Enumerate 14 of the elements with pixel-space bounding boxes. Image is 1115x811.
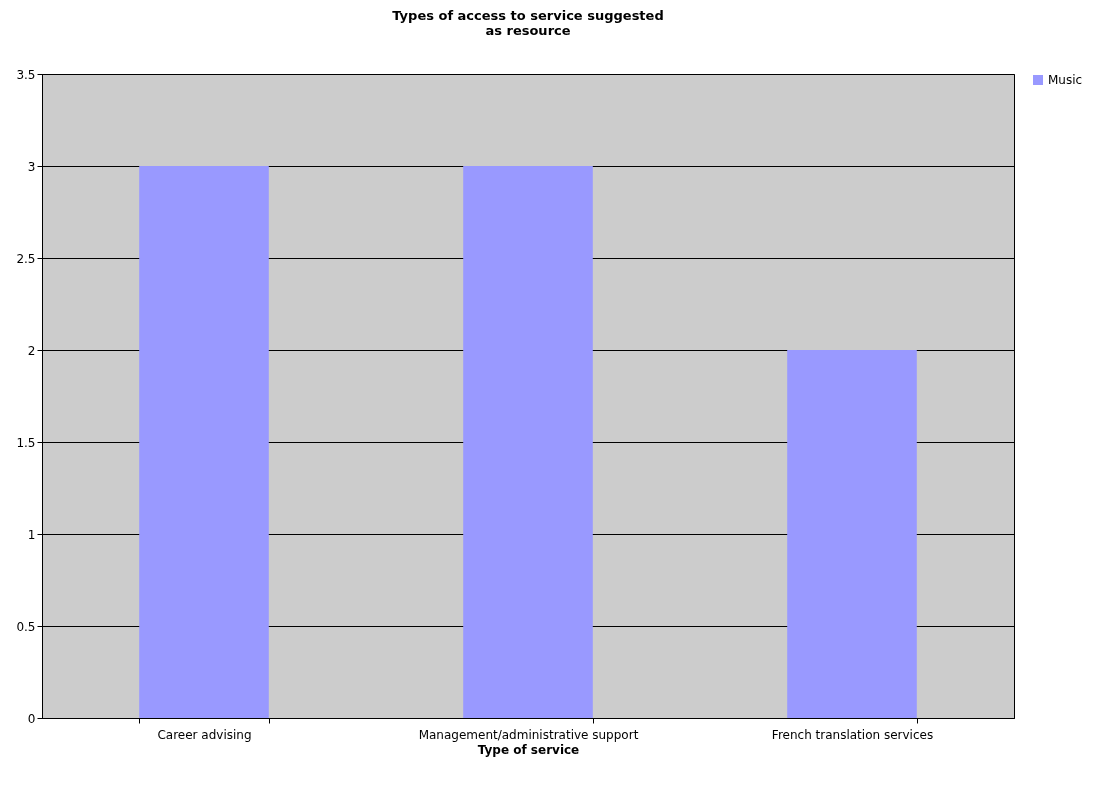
y-tick-label: 3 — [27, 159, 36, 174]
x-tick-label: Management/administrative support — [418, 727, 639, 742]
y-tick-label: 1.5 — [16, 435, 36, 450]
y-tick-label: 2 — [27, 343, 36, 358]
x-tick-label: Career advising — [157, 727, 252, 742]
x-tick-label: French translation services — [771, 727, 934, 742]
y-tick-label: 2.5 — [16, 251, 36, 266]
legend-label: Music — [1048, 73, 1083, 87]
y-tick-label: 3.5 — [16, 67, 36, 82]
y-tick-label: 0.5 — [16, 619, 36, 634]
y-tick-label: 1 — [27, 527, 36, 542]
chart-title: Types of access to service suggested as resource — [392, 8, 664, 38]
x-axis-title: Type of service — [477, 742, 580, 757]
y-tick-label: 0 — [27, 711, 36, 726]
